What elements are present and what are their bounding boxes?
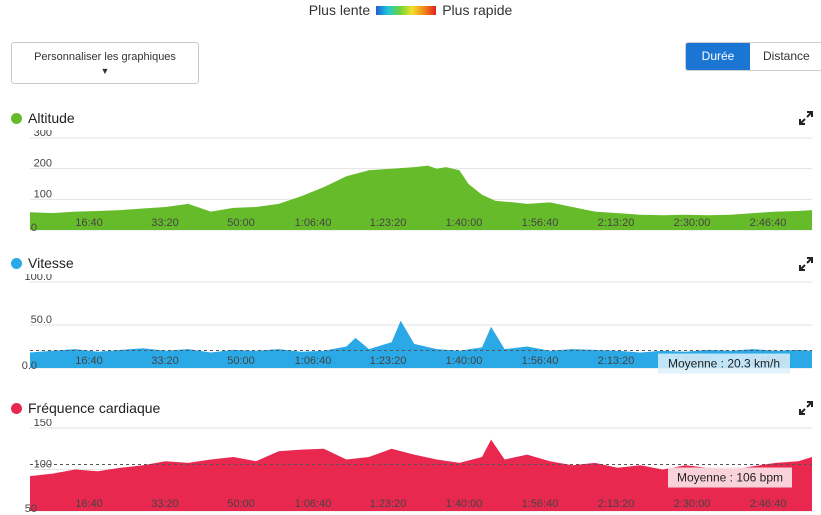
altitude-x-tick-label: 2:46:40	[750, 217, 787, 229]
axis-mode-toggle[interactable]: Durée Distance	[685, 42, 821, 71]
altitude-y-tick-label: 300	[34, 130, 52, 139]
heart-rate-x-tick-label: 1:23:20	[370, 498, 407, 510]
altitude-x-tick-label: 1:40:00	[446, 217, 483, 229]
speed-gradient-bar	[376, 5, 437, 15]
speed-chart: 0.0 50.0 100.0 16:40 33:20 50:00 1:06:40 1:23:2…	[22, 274, 812, 374]
altitude-x-tick-label: 16:40	[75, 217, 103, 229]
dropdown-arrow-icon: ▼	[100, 66, 110, 76]
altitude-title-text: Altitude	[28, 110, 75, 126]
speed-x-tick-label: 1:40:00	[446, 355, 483, 367]
altitude-panel-title: Altitude	[11, 110, 75, 126]
heart-rate-average-label: Moyenne : 106 bpm	[677, 471, 783, 485]
speed-x-tick-label: 1:23:20	[370, 355, 407, 367]
altitude-x-tick-label: 50:00	[227, 217, 255, 229]
speed-title-text: Vitesse	[28, 255, 74, 271]
altitude-x-tick-label: 2:13:20	[598, 217, 635, 229]
altitude-color-dot	[11, 112, 22, 124]
speed-y-tick-label: 50.0	[31, 314, 52, 326]
speed-x-tick-label: 50:00	[227, 355, 255, 367]
speed-x-tick-label: 33:20	[151, 355, 179, 367]
speed-y-tick-label: 100.0	[24, 274, 52, 283]
speed-expand-icon[interactable]	[799, 257, 813, 271]
altitude-x-tick-label: 33:20	[151, 217, 179, 229]
speed-average-box	[658, 353, 790, 374]
heart-rate-panel-title: Fréquence cardiaque	[11, 400, 160, 416]
heart-rate-x-tick-label: 2:13:20	[598, 498, 635, 510]
heart-rate-x-tick-label: 1:40:00	[446, 498, 483, 510]
heart-rate-area-series	[30, 439, 812, 511]
altitude-y-tick-label: 200	[34, 158, 52, 170]
customize-charts-button[interactable]: Personnaliser les graphiques ▼	[11, 42, 199, 84]
speed-area-series	[30, 320, 812, 368]
heart-rate-title-text: Fréquence cardiaque	[28, 400, 161, 416]
speed-x-tick-label: 1:56:40	[522, 355, 559, 367]
altitude-x-tick-label: 2:30:00	[674, 217, 711, 229]
altitude-chart: 0 100 200 300 16:40 33:20 50:00 1:06:40 1:23:20 1…	[30, 130, 812, 233]
altitude-y-tick-label: 0	[31, 222, 37, 233]
speed-x-tick-label: 16:40	[75, 355, 103, 367]
altitude-x-tick-label: 1:06:40	[295, 217, 332, 229]
heart-rate-x-tick-label: 1:06:40	[295, 498, 332, 510]
speed-color-legend: Plus lente Plus rapide	[0, 0, 821, 20]
heart-rate-x-tick-label: 50:00	[227, 498, 255, 510]
heart-rate-x-tick-label: 16:40	[75, 498, 103, 510]
heart-rate-expand-icon[interactable]	[799, 401, 813, 415]
altitude-y-tick-label: 100	[34, 188, 52, 200]
speed-x-tick-label: 2:13:20	[598, 355, 635, 367]
heart-rate-x-tick-label: 33:20	[151, 498, 179, 510]
heart-rate-y-tick-label: 150	[34, 419, 52, 429]
legend-slow-label: Plus lente	[308, 2, 371, 18]
heart-rate-x-tick-label: 2:30:00	[674, 498, 711, 510]
speed-y-tick-label: 0.0	[22, 360, 37, 372]
heart-rate-x-tick-label: 1:56:40	[522, 498, 559, 510]
altitude-expand-icon[interactable]	[799, 111, 813, 125]
toggle-duration-button[interactable]: Durée	[686, 43, 750, 70]
legend-fast-label: Plus rapide	[442, 2, 513, 18]
customize-charts-label: Personnaliser les graphiques	[34, 51, 176, 63]
speed-color-dot	[11, 257, 22, 269]
altitude-area-series	[30, 165, 812, 230]
speed-panel-title: Vitesse	[11, 255, 74, 271]
heart-rate-x-tick-label: 2:46:40	[750, 498, 787, 510]
heart-rate-y-tick-label: 50	[25, 503, 37, 515]
heart-rate-color-dot	[11, 402, 22, 414]
speed-x-tick-label: 1:06:40	[295, 355, 332, 367]
altitude-x-tick-label: 1:56:40	[522, 217, 559, 229]
toggle-distance-button[interactable]: Distance	[750, 43, 821, 70]
speed-average-label: Moyenne : 20.3 km/h	[668, 357, 780, 371]
heart-rate-average-box	[668, 467, 792, 488]
altitude-x-tick-label: 1:23:20	[370, 217, 407, 229]
